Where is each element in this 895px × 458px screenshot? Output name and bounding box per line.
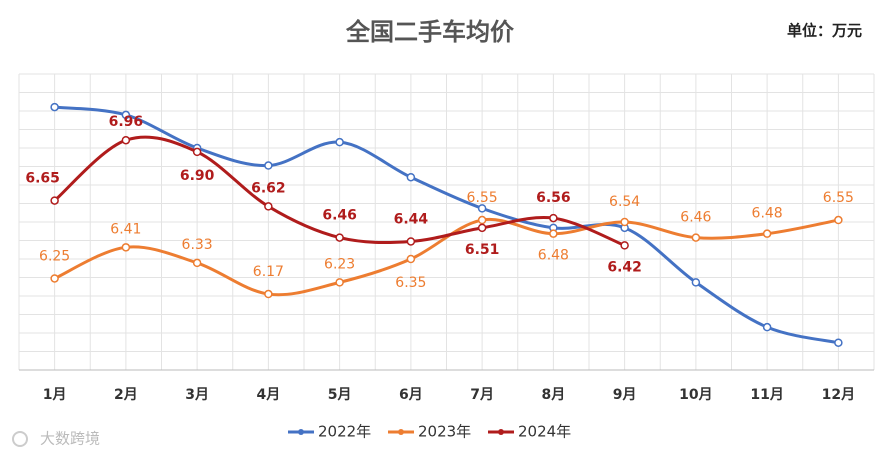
data-point: [121, 135, 131, 145]
x-tick-label: 12月: [822, 387, 855, 403]
data-point: [834, 215, 843, 225]
data-label: 6.54: [609, 194, 640, 210]
legend-label: 2023年: [418, 423, 471, 441]
data-point: [691, 233, 701, 242]
x-tick-label: 1月: [43, 387, 67, 403]
data-point: [691, 278, 701, 287]
data-point: [192, 258, 202, 268]
data-label: 6.56: [536, 190, 571, 206]
legend-marker: [298, 429, 304, 435]
data-point: [762, 322, 772, 332]
data-label: 6.33: [182, 237, 213, 253]
data-point: [406, 172, 416, 182]
data-point: [121, 243, 131, 252]
data-label: 6.23: [324, 256, 355, 272]
data-label: 6.55: [823, 190, 854, 206]
data-point: [335, 137, 344, 147]
data-label: 6.90: [180, 168, 215, 184]
data-label: 6.48: [538, 248, 569, 264]
chart-title: 全国二手车均价: [345, 18, 515, 46]
data-label: 6.51: [465, 242, 500, 258]
data-label: 6.25: [39, 248, 70, 264]
data-point: [50, 196, 59, 205]
legend-label: 2024年: [518, 423, 571, 441]
x-tick-label: 10月: [679, 387, 712, 403]
data-label: 6.65: [25, 171, 60, 187]
data-point: [477, 215, 487, 225]
data-point: [335, 278, 344, 287]
data-point: [620, 241, 629, 250]
x-tick-label: 8月: [542, 387, 566, 403]
watermark: 大数跨境: [40, 430, 100, 448]
series-line: [53, 217, 839, 297]
data-label: 6.46: [322, 208, 357, 224]
data-point: [762, 229, 772, 238]
x-tick-label: 3月: [185, 387, 209, 403]
data-label: 6.55: [467, 190, 498, 206]
data-point: [264, 161, 273, 170]
data-point: [406, 254, 416, 264]
data-label: 6.48: [752, 206, 783, 222]
data-point: [549, 213, 558, 223]
data-point: [50, 102, 59, 112]
data-point: [264, 289, 273, 299]
data-point: [834, 338, 843, 347]
legend-label: 2022年: [318, 423, 371, 441]
x-tick-label: 2月: [114, 387, 138, 403]
data-label: 6.42: [607, 259, 642, 275]
x-tick-label: 6月: [399, 387, 423, 403]
data-label: 6.62: [251, 180, 286, 196]
data-label: 6.96: [109, 114, 144, 130]
data-label: 6.35: [395, 275, 426, 291]
x-tick-label: 9月: [613, 387, 637, 403]
data-point: [549, 229, 558, 238]
legend-marker: [398, 429, 404, 435]
data-point: [50, 274, 59, 283]
x-tick-label: 11月: [750, 387, 783, 403]
data-label: 6.41: [110, 221, 141, 237]
data-label: 6.44: [394, 211, 429, 227]
x-tick-label: 7月: [470, 387, 494, 403]
data-label: 6.17: [253, 264, 284, 280]
data-point: [264, 202, 273, 211]
data-point: [620, 217, 629, 227]
data-point: [406, 237, 416, 246]
data-point: [477, 223, 487, 233]
legend-marker: [498, 429, 504, 435]
watermark-icon: [12, 431, 28, 447]
unit-label: 单位：万元: [787, 22, 862, 40]
x-tick-label: 5月: [328, 387, 352, 403]
data-point: [192, 147, 202, 157]
data-label: 6.46: [680, 210, 711, 226]
x-tick-label: 4月: [257, 387, 281, 403]
data-point: [335, 233, 344, 242]
data-point: [121, 110, 131, 120]
data-point: [477, 204, 487, 213]
